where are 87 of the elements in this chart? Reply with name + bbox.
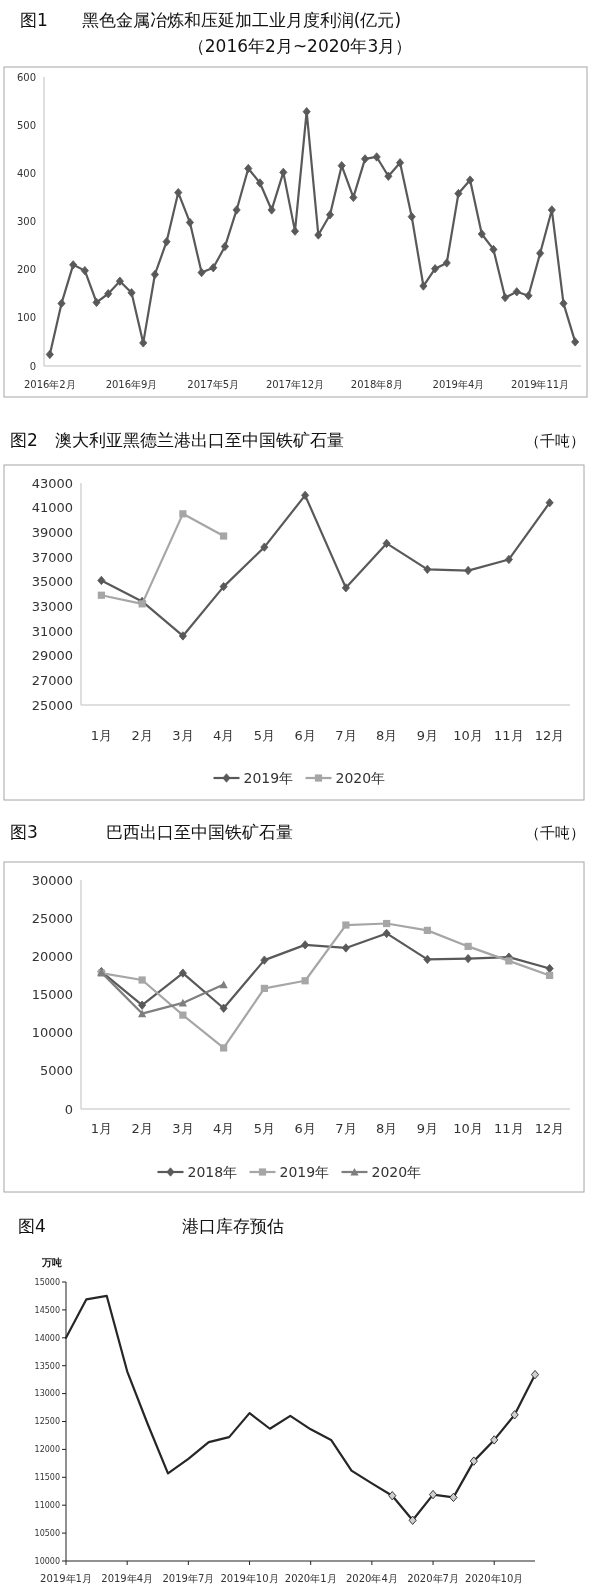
y-tick-label: 30000 (31, 872, 73, 888)
y-tick-label: 13500 (34, 1361, 60, 1371)
x-tick-label: 2018年8月 (350, 379, 403, 390)
y-tick-label: 15000 (34, 1277, 60, 1287)
y-tick-label: 29000 (31, 648, 73, 664)
y-tick-label: 35000 (31, 574, 73, 590)
y-axis-title: （千吨） (525, 432, 585, 450)
y-tick-label: 25000 (31, 910, 73, 926)
chart-subtitle: （2016年2月~2020年3月） (187, 36, 413, 56)
x-tick-label: 2月 (131, 1121, 153, 1136)
x-tick-label: 7月 (335, 1121, 357, 1136)
x-tick-label: 12月 (534, 1121, 565, 1136)
chart-title: 图3 巴西出口至中国铁矿石量 (10, 822, 293, 842)
y-tick-label: 100 (16, 312, 36, 324)
x-tick-label: 8月 (375, 728, 398, 743)
x-tick-label: 2016年2月 (23, 379, 76, 390)
x-tick-label: 6月 (294, 728, 316, 743)
y-tick-label: 0 (64, 1101, 73, 1117)
y-tick-label: 10000 (34, 1556, 60, 1566)
chart-title: 图2 澳大利亚黑德兰港出口至中国铁矿石量 (10, 430, 344, 450)
chart-title: 图4 港口库存预估 (18, 1216, 284, 1236)
y-tick-label: 14500 (34, 1305, 60, 1315)
x-tick-label: 5月 (253, 1121, 276, 1136)
x-tick-label: 6月 (294, 1121, 316, 1136)
x-tick-label: 2019年1月 (40, 1573, 92, 1584)
x-tick-label: 2019年10月 (220, 1573, 279, 1584)
y-tick-label: 500 (16, 119, 36, 131)
x-tick-label: 4月 (212, 1121, 235, 1136)
legend-label: 2020年 (335, 770, 386, 786)
x-tick-label: 9月 (416, 1121, 439, 1136)
y-tick-label: 33000 (31, 598, 73, 614)
y-tick-label: 12500 (34, 1417, 60, 1427)
y-tick-label: 39000 (31, 524, 73, 540)
x-tick-label: 2017年12月 (265, 379, 325, 390)
x-tick-label: 9月 (416, 728, 439, 743)
y-tick-label: 43000 (31, 475, 73, 491)
y-tick-label: 11000 (34, 1501, 60, 1510)
x-tick-label: 2016年9月 (105, 379, 158, 390)
y-tick-label: 300 (16, 216, 36, 227)
y-tick-label: 37000 (31, 549, 73, 565)
y-tick-label: 15000 (31, 987, 73, 1003)
x-tick-label: 7月 (335, 728, 357, 743)
y-tick-label: 11500 (34, 1473, 60, 1483)
legend-label: 2018年 (187, 1164, 238, 1180)
legend-label: 2019年 (279, 1164, 330, 1180)
chart-title: 图1 黑色金属冶炼和压延加工业月度利润(亿元) (20, 10, 402, 30)
x-tick-label: 4月 (212, 728, 235, 743)
legend-label: 2019年 (243, 770, 294, 786)
y-tick-label: 25000 (31, 697, 73, 713)
y-tick-label: 20000 (31, 948, 73, 964)
y-tick-label: 13000 (34, 1389, 60, 1399)
x-tick-label: 2020年4月 (345, 1573, 398, 1584)
x-tick-label: 2019年7月 (162, 1573, 215, 1584)
x-tick-label: 2020年1月 (284, 1573, 337, 1584)
x-tick-label: 8月 (375, 1121, 398, 1136)
x-tick-label: 10月 (453, 728, 483, 743)
y-tick-label: 400 (16, 167, 36, 179)
y-tick-label: 200 (16, 264, 36, 276)
y-tick-label: 10500 (34, 1528, 60, 1538)
x-tick-label: 1月 (90, 1121, 113, 1136)
x-tick-label: 1月 (90, 728, 113, 743)
x-tick-label: 11月 (494, 1121, 524, 1136)
x-tick-label: 2019年11月 (511, 379, 570, 390)
y-tick-label: 0 (29, 360, 36, 372)
x-tick-label: 3月 (172, 1121, 194, 1136)
x-tick-label: 5月 (253, 728, 276, 743)
y-axis-title: （千吨） (525, 824, 585, 842)
y-tick-label: 600 (16, 71, 36, 83)
x-tick-label: 2020年7月 (407, 1573, 459, 1584)
x-tick-label: 10月 (453, 1121, 483, 1136)
x-tick-label: 2月 (131, 728, 153, 743)
x-tick-label: 2019年4月 (101, 1573, 154, 1584)
y-axis-title: 万吨 (41, 1257, 62, 1268)
y-tick-label: 41000 (31, 500, 73, 516)
y-tick-label: 12000 (34, 1445, 60, 1455)
x-tick-label: 12月 (534, 728, 565, 743)
y-tick-label: 31000 (31, 623, 73, 639)
x-tick-label: 2017年5月 (187, 379, 240, 390)
x-tick-label: 3月 (172, 728, 194, 743)
y-tick-label: 14000 (34, 1333, 60, 1343)
y-tick-label: 5000 (39, 1063, 73, 1079)
y-tick-label: 27000 (31, 672, 73, 688)
legend-label: 2020年 (371, 1164, 422, 1180)
y-tick-label: 10000 (31, 1025, 73, 1041)
x-tick-label: 2019年4月 (432, 379, 485, 390)
x-tick-label: 11月 (494, 728, 524, 743)
x-tick-label: 2020年10月 (465, 1573, 524, 1584)
